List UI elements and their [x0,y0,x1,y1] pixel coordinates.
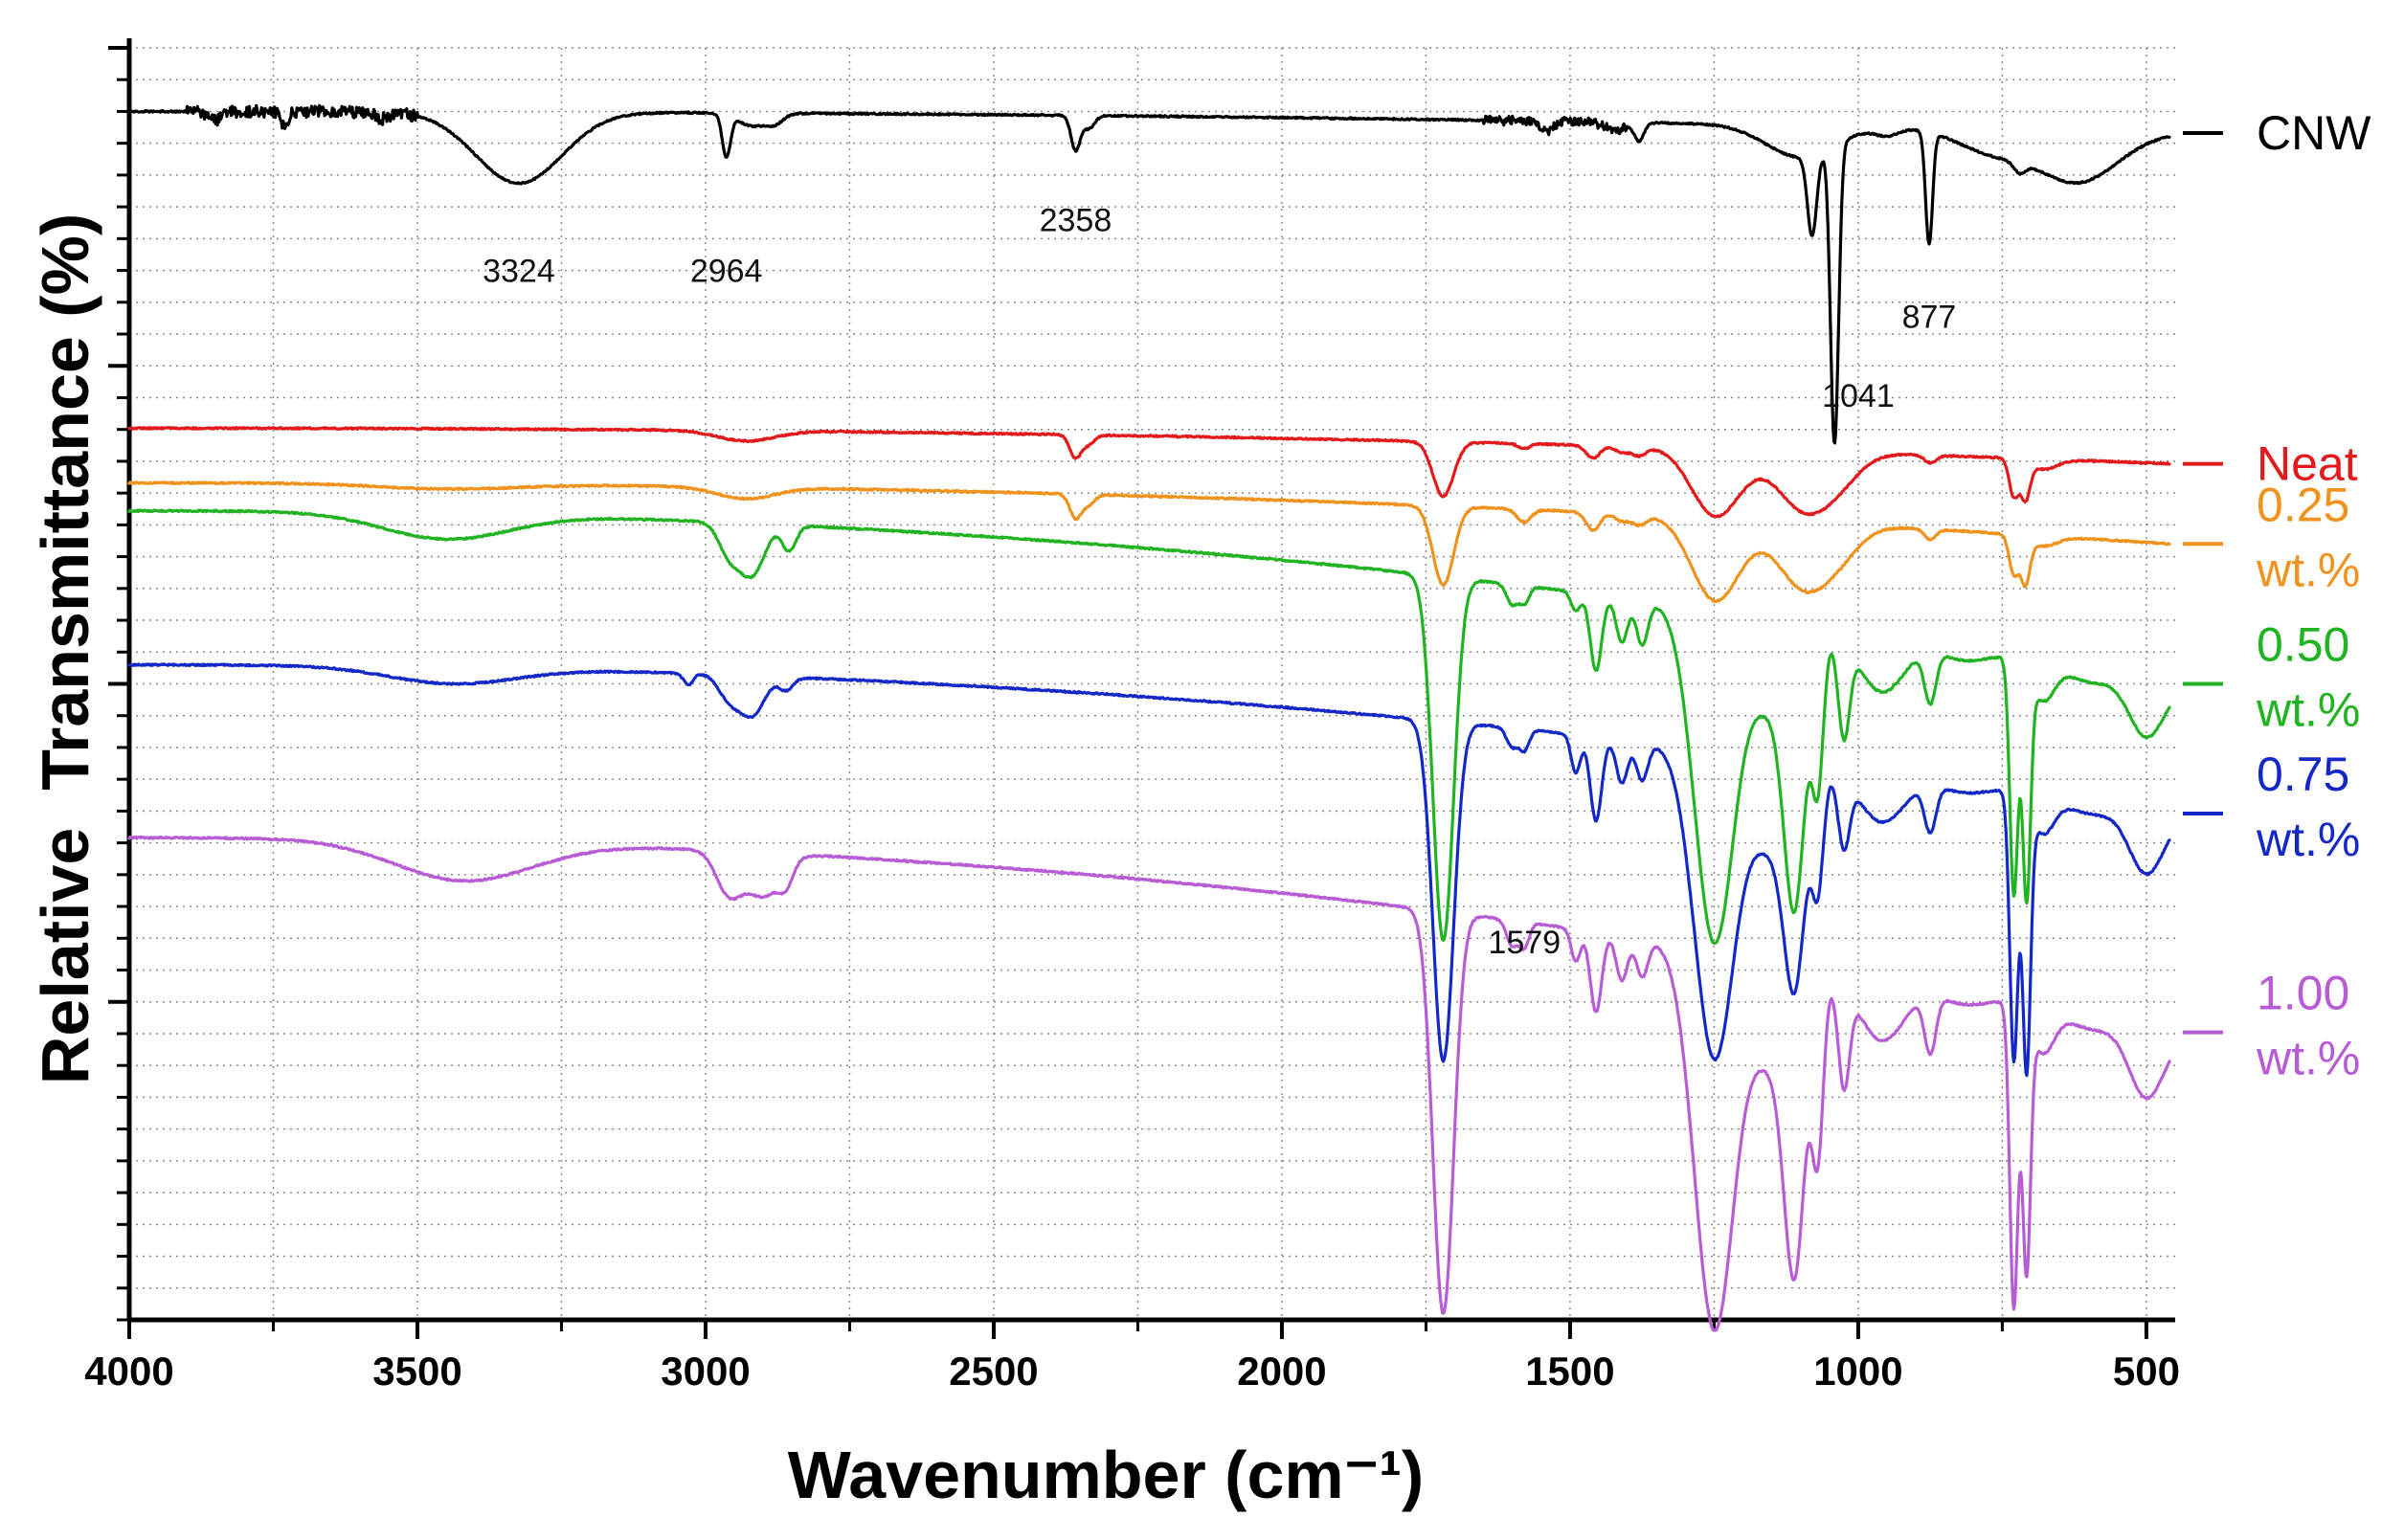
legend-label: CNW [2257,106,2371,160]
peak-annotation: 1041 [1822,378,1895,414]
x-tick-label: 1000 [1813,1349,1902,1394]
legend-label: wt.% [2256,813,2360,866]
legend-label: 0.75 [2257,748,2349,801]
peak-annotation: 1579 [1489,925,1561,961]
legend-label: wt.% [2256,683,2360,737]
legend-label: 0.25 [2257,478,2349,531]
x-tick-label: 3500 [372,1349,461,1394]
spectrum-line [127,480,2171,604]
x-tick-labels: 4000 3500 3000 2500 2000 1500 1000 500 [84,1349,2180,1394]
x-tick-label: 2500 [949,1349,1038,1394]
legend-label: 0.50 [2257,618,2349,672]
x-axis-title: Wavenumber (cm⁻¹) [788,1438,1424,1512]
spectrum-line [127,835,2171,1332]
legend-label: Neat [2257,437,2358,491]
spectrum-line [127,508,2171,946]
x-tick-label: 3000 [661,1349,750,1394]
axes [126,38,2175,1323]
peak-annotation: 2964 [690,254,763,290]
legend-label: wt.% [2256,1032,2360,1085]
x-tick-label: 1500 [1525,1349,1614,1394]
spectrum-line [127,103,2171,445]
peak-annotation: 3324 [483,254,555,290]
spectrum-line [127,426,2171,519]
spectrum-line [127,662,2171,1078]
legend-label: wt.% [2256,543,2360,596]
peak-annotations: 3324 2964 2358 877 1041 1579 [483,202,1956,961]
x-tick-label: 2000 [1237,1349,1326,1394]
grid [128,47,2175,1321]
y-axis-title: Relative Transmittance (%) [28,213,102,1084]
legend-label: 1.00 [2257,967,2349,1020]
tick-marks [108,46,2148,1339]
spectra [127,103,2171,1332]
x-tick-label: 500 [2113,1349,2180,1394]
peak-annotation: 2358 [1040,202,1112,238]
x-tick-label: 4000 [84,1349,173,1394]
peak-annotation: 877 [1902,299,1957,335]
